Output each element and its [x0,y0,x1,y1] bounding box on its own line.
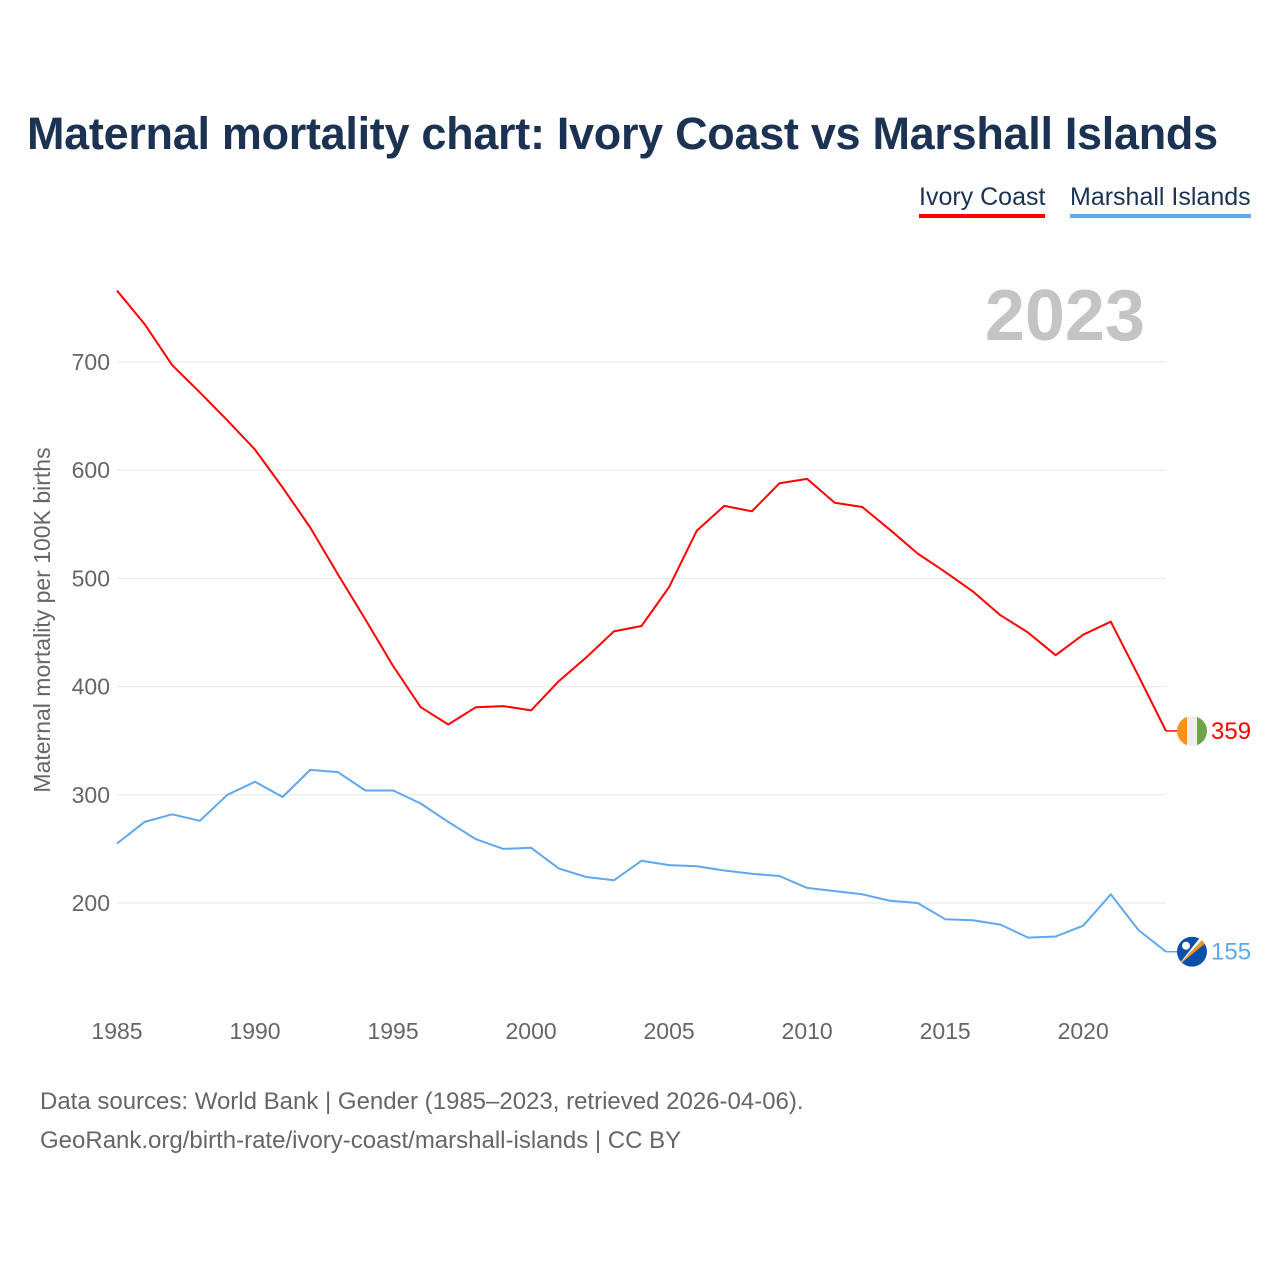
chart-title: Maternal mortality chart: Ivory Coast vs… [27,108,1218,159]
y-tick-label: 300 [72,782,110,808]
x-tick-label: 1995 [367,1018,418,1044]
end-value-label: 359 [1211,718,1251,745]
x-tick-label: 2020 [1058,1018,1109,1044]
footer-sources: Data sources: World Bank | Gender (1985–… [40,1088,804,1115]
x-tick-label: 2005 [644,1018,695,1044]
footer-link[interactable]: GeoRank.org/birth-rate/ivory-coast/marsh… [40,1127,682,1154]
series-line-ivory-coast [116,289,1167,732]
y-tick-label: 200 [72,890,110,916]
series-line-marshall-islands [116,768,1167,953]
x-tick-label: 2010 [782,1018,833,1044]
legend-marshall-islands[interactable]: Marshall Islands [1070,183,1251,218]
year-label: 2023 [985,276,1145,356]
x-tick-label: 2015 [920,1018,971,1044]
marshall-islands-flag-icon [1177,936,1207,967]
legend-ivory-coast[interactable]: Ivory Coast [919,183,1046,218]
y-tick-label: 700 [72,349,110,375]
y-tick-label: 400 [72,674,110,700]
x-tick-label: 1985 [91,1018,142,1044]
y-axis-label: Maternal mortality per 100K births [29,447,55,792]
y-tick-label: 500 [72,565,110,591]
y-tick-label: 600 [72,457,110,483]
x-tick-label: 1990 [229,1018,280,1044]
end-value-label: 155 [1211,939,1251,966]
ivory-coast-flag-icon [1177,715,1207,746]
x-tick-label: 2000 [505,1018,556,1044]
